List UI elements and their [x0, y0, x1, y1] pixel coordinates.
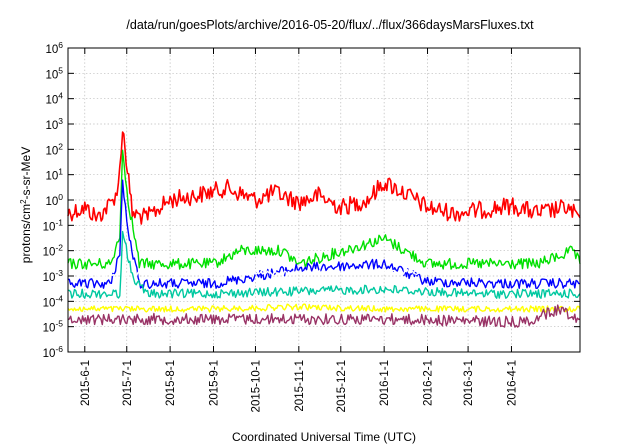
y-tick-label: 102	[45, 141, 63, 157]
series-line	[67, 230, 581, 299]
y-tick-label: 10-2	[43, 243, 64, 259]
x-tick-label: 2015-7-1	[122, 360, 134, 406]
y-tick-label: 10-4	[43, 293, 64, 309]
x-tick-label: 2016-2-1	[423, 360, 435, 406]
series-line	[67, 268, 581, 278]
y-tick-label: 10-5	[43, 319, 64, 335]
x-axis-label: Coordinated Universal Time (UTC)	[232, 430, 416, 444]
series-line	[67, 304, 581, 328]
x-tick-label: 2015-9-1	[208, 360, 220, 406]
y-tick-label: 106	[45, 40, 63, 56]
series-group	[67, 131, 581, 328]
y-tick-label: 100	[45, 192, 63, 208]
x-tick-label: 2015-8-1	[165, 360, 177, 406]
series-line	[67, 131, 581, 225]
series-line	[67, 303, 581, 313]
y-tick-label: 10-1	[43, 217, 64, 233]
x-tick-label: 2015-10-1	[250, 360, 262, 412]
chart-title: /data/run/goesPlots/archive/2016-05-20/f…	[126, 18, 534, 32]
axes: 10-6 10-5 10-4 10-3 10-2 10-1 100 101 102 103 104 1…	[43, 40, 580, 412]
x-tick-label: 2015-12-1	[336, 360, 348, 412]
y-axis-label: protons/cm2-s-sr-MeV	[19, 147, 34, 263]
series-line	[67, 149, 581, 270]
y-tick-label: 10-3	[43, 268, 64, 284]
series-line	[67, 179, 580, 289]
y-tick-label: 10-6	[43, 344, 64, 360]
x-tick-label: 2016-4-1	[506, 360, 518, 406]
y-tick-label: 105	[45, 65, 63, 81]
x-tick-label: 2015-11-1	[294, 360, 306, 412]
y-tick-label: 101	[45, 167, 63, 183]
x-tick-label: 2016-1-1	[379, 360, 391, 406]
x-tick-label: 2015-6-1	[80, 360, 92, 406]
x-tick-label: 2016-3-1	[463, 360, 475, 406]
y-tick-label: 104	[45, 91, 63, 107]
y-tick-label: 103	[45, 116, 63, 132]
